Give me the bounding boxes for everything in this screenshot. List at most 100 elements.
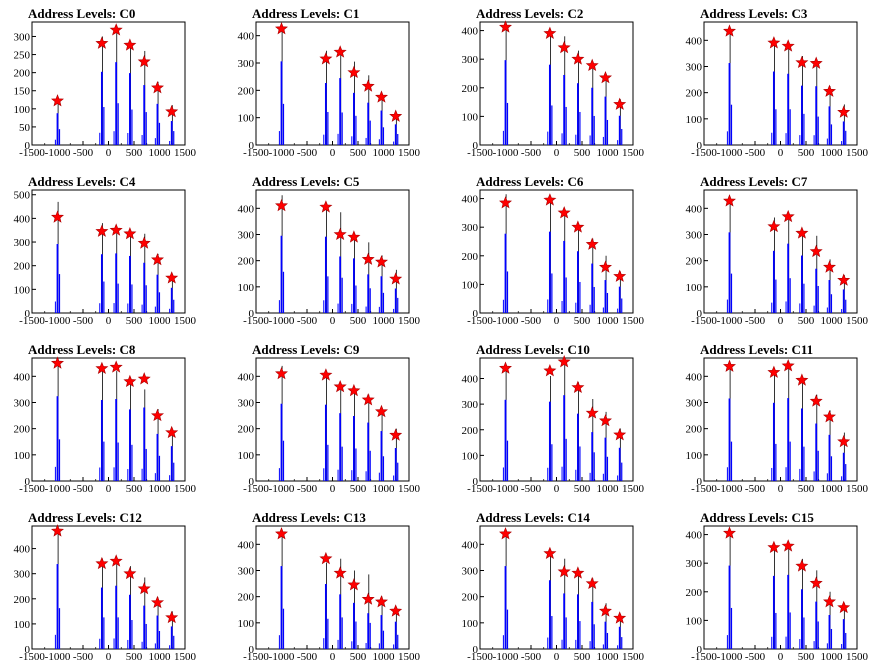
peak-bar: [351, 388, 357, 481]
bin-fill: [589, 304, 591, 313]
y-tick-label: 200: [462, 83, 479, 95]
peak-star-marker: [585, 406, 599, 419]
bin-fill: [113, 303, 115, 313]
bin-fill: [506, 102, 509, 145]
peak-bar: [54, 99, 61, 145]
bin-fill: [830, 294, 833, 313]
chart-svg: Address Levels: C3-1500 -1000 -500 0 500 1000…: [686, 6, 869, 159]
bin-fill: [129, 255, 131, 313]
peak-star-marker: [781, 39, 795, 52]
bin-fill: [127, 303, 129, 313]
x-tick-label: 500: [798, 315, 815, 327]
bin-fill: [547, 467, 549, 481]
bin-fill: [618, 447, 621, 481]
peak-bar: [771, 42, 777, 145]
bin-fill: [103, 281, 105, 313]
bin-fill: [551, 105, 553, 145]
chart-title: Address Levels: C3: [700, 6, 808, 21]
bin-fill: [618, 115, 621, 145]
bin-fill: [353, 602, 355, 649]
x-tick-label: 500: [126, 483, 143, 495]
x-tick-label: 1000: [149, 651, 172, 663]
y-tick-label: 300: [238, 565, 255, 577]
bin-fill: [547, 637, 549, 649]
y-tick-label: 400: [238, 539, 255, 551]
x-tick-label: -1000: [269, 483, 295, 495]
bin-fill: [393, 644, 395, 649]
peak-star-marker: [837, 600, 851, 614]
bin-fill: [382, 630, 385, 649]
y-tick-label: 400: [238, 31, 255, 43]
bin-fill: [54, 634, 56, 649]
x-tick-label: 1000: [149, 147, 172, 159]
peak-bar: [502, 194, 509, 313]
y-tick-label: 0: [697, 140, 703, 152]
bin-fill: [563, 240, 566, 313]
peak-star-marker: [51, 356, 64, 369]
y-tick-label: 200: [462, 251, 479, 263]
bin-fill: [397, 297, 399, 313]
bin-fill: [380, 110, 383, 145]
peak-bar: [575, 569, 581, 649]
bin-fill: [58, 274, 61, 313]
bin-fill: [141, 641, 143, 649]
plot-frame: [31, 357, 186, 482]
peak-bar: [726, 531, 733, 649]
peak-star-marker: [123, 566, 137, 580]
y-tick-label: 100: [14, 104, 31, 116]
bin-fill: [327, 111, 329, 145]
bin-fill: [341, 446, 343, 481]
bin-fill: [367, 102, 370, 145]
bin-fill: [129, 409, 131, 481]
bin-fill: [355, 621, 357, 649]
bin-fill: [772, 402, 775, 481]
bin-fill: [621, 637, 623, 649]
bin-fill: [606, 292, 609, 313]
x-tick-label: -1000: [717, 651, 743, 663]
y-tick-label: 0: [249, 476, 255, 488]
peak-bar: [113, 229, 119, 313]
bin-fill: [506, 271, 509, 313]
bin-fill: [369, 120, 371, 145]
x-tick-label: 0: [554, 651, 560, 663]
bin-fill: [158, 630, 161, 649]
x-tick-label: -1500: [467, 315, 493, 327]
bin-fill: [506, 440, 509, 481]
bin-fill: [393, 308, 395, 313]
peak-star-marker: [599, 604, 612, 617]
chart-svg: Address Levels: C13 -1500 -1000 -500 0 500 100…: [238, 510, 421, 663]
x-tick-label: 0: [106, 147, 112, 159]
y-tick-label: 200: [238, 592, 255, 604]
peak-star-marker: [95, 361, 109, 374]
plot-frame: [255, 21, 410, 146]
bin-fill: [577, 251, 579, 313]
peak-bar: [154, 253, 161, 313]
bin-fill: [154, 138, 156, 145]
plot-frame: [255, 525, 410, 650]
peak-star-marker: [275, 366, 288, 380]
bin-fill: [817, 285, 819, 313]
peak-bar: [813, 394, 819, 481]
bin-fill: [100, 587, 103, 649]
y-tick-label: 200: [14, 68, 31, 80]
peak-star-marker: [613, 428, 627, 441]
bin-fill: [785, 301, 787, 313]
x-tick-label: -500: [297, 651, 318, 663]
bin-fill: [579, 281, 581, 313]
peak-star-marker: [809, 244, 823, 258]
peak-star-marker: [319, 368, 333, 381]
bin-fill: [803, 113, 805, 145]
y-tick-label: 0: [473, 476, 479, 488]
bin-fill: [170, 121, 173, 145]
bin-fill: [730, 273, 733, 313]
peak-star-marker: [51, 94, 64, 107]
x-tick-label: -1000: [45, 147, 71, 159]
peak-bar: [127, 566, 133, 649]
peak-star-marker: [275, 21, 288, 35]
bin-fill: [621, 298, 623, 313]
x-tick-label: 0: [778, 315, 784, 327]
bin-fill: [577, 413, 579, 481]
y-tick-label: 200: [462, 592, 479, 604]
plot-frame: [703, 525, 858, 650]
peak-bar: [575, 382, 581, 481]
